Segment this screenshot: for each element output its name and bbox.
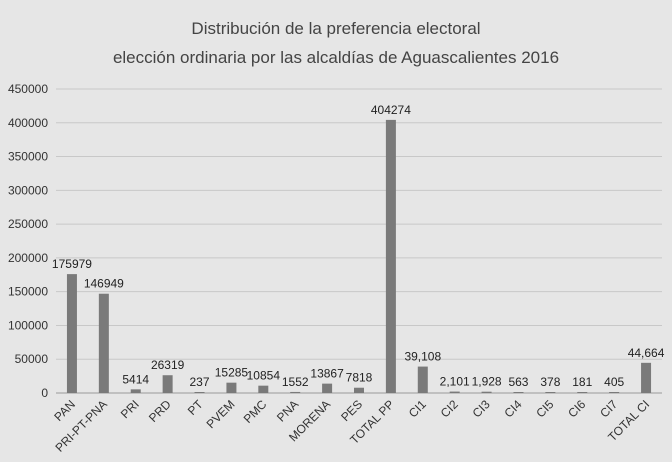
y-tick-label: 0 [41, 386, 48, 400]
data-label: 1,928 [472, 375, 502, 389]
bar [194, 392, 205, 393]
category-label: CI6 [565, 397, 588, 420]
bars [66, 119, 652, 394]
data-label: 378 [540, 375, 560, 389]
data-label: 13867 [310, 367, 344, 381]
category-label: PAN [51, 397, 78, 424]
category-label: CI2 [438, 397, 461, 420]
bar [545, 392, 556, 393]
y-tick-label: 250000 [8, 217, 48, 231]
category-label: PVEM [204, 397, 238, 431]
bar [641, 362, 652, 393]
bar [354, 387, 364, 393]
category-label: CI3 [470, 397, 493, 420]
data-label: 2,101 [440, 375, 470, 389]
bar [258, 385, 269, 393]
category-label: PMC [241, 397, 270, 426]
bar [130, 389, 141, 393]
data-label: 7818 [346, 371, 373, 385]
category-label: PNA [274, 397, 301, 424]
bar [322, 383, 333, 393]
category-label: CI4 [501, 397, 524, 420]
bar [449, 391, 460, 393]
category-label: PES [338, 397, 365, 424]
data-label: 1552 [282, 375, 309, 389]
category-label: CI5 [533, 397, 556, 420]
data-label: 146949 [84, 277, 124, 291]
y-tick-label: 350000 [8, 150, 48, 164]
data-label: 10854 [247, 369, 281, 383]
y-tick-label: 150000 [8, 285, 48, 299]
data-label: 405 [604, 375, 624, 389]
y-tick-label: 450000 [8, 82, 48, 96]
bar [98, 293, 109, 393]
category-label: CI7 [597, 397, 620, 420]
data-label: 5414 [122, 372, 149, 386]
bar [226, 382, 237, 393]
y-tick-label: 400000 [8, 116, 48, 130]
data-label: 26319 [151, 358, 185, 372]
bar [577, 392, 588, 393]
y-tick-label: 300000 [8, 183, 48, 197]
data-label: 563 [508, 375, 528, 389]
gridlines [56, 88, 662, 394]
bar [513, 392, 524, 393]
bar [162, 375, 173, 393]
category-label: CI1 [406, 397, 429, 420]
bar [481, 391, 492, 393]
category-label: PRI [118, 397, 142, 421]
bar [385, 119, 396, 394]
data-label: 404274 [371, 103, 411, 117]
bar [609, 392, 620, 393]
data-label: 44,664 [628, 346, 665, 360]
bar [66, 274, 77, 393]
y-tick-label: 50000 [15, 352, 49, 366]
chart-title-line2: elección ordinaria por las alcaldías de … [113, 48, 559, 67]
category-label: PT [185, 397, 206, 418]
chart-title-line1: Distribución de la preferencia electoral [191, 19, 480, 38]
bar [417, 366, 428, 393]
data-label: 15285 [215, 366, 249, 380]
data-label: 175979 [52, 257, 92, 271]
y-tick-label: 200000 [8, 251, 48, 265]
data-label: 237 [190, 375, 210, 389]
category-label: PRD [146, 397, 174, 425]
y-tick-label: 100000 [8, 318, 48, 332]
data-label: 39,108 [404, 350, 441, 364]
bar [290, 391, 301, 393]
data-label: 181 [572, 375, 592, 389]
y-axis-ticks: 0 50000 100000 150000 200000 250000 300000 3500… [8, 82, 48, 400]
